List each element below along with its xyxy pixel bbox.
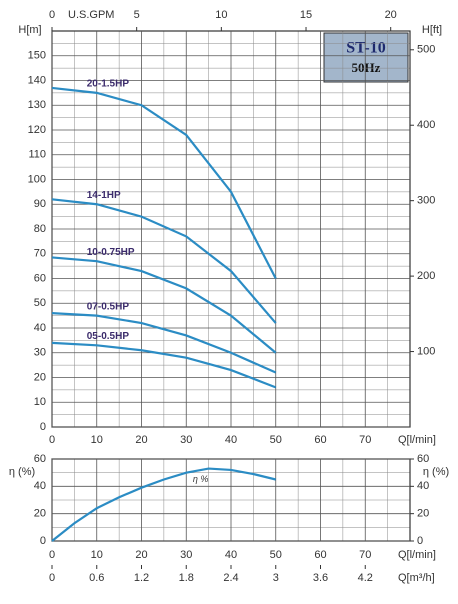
y-tick-label: 80 (34, 223, 46, 235)
series-label: 10-0.75HP (87, 247, 135, 258)
y2-tick-label: 20 (417, 508, 429, 520)
y-tick-label: 60 (34, 272, 46, 284)
y-tick-label: 40 (34, 322, 46, 334)
x2-tick-label: 3.6 (313, 572, 328, 584)
y2-tick-label: 200 (417, 270, 435, 282)
y2-tick-label: 60 (417, 453, 429, 465)
curve (51, 341, 277, 389)
x-axis-label: Q[l/min] (398, 434, 436, 446)
x2-tick-label: 2.4 (223, 572, 238, 584)
curve (51, 256, 277, 354)
curve (51, 467, 277, 542)
x-tick-label: 10 (91, 549, 103, 561)
y-tick-label: 140 (28, 74, 46, 86)
title-box (323, 32, 409, 83)
x2-axis-label: Q[m³/h] (398, 572, 435, 584)
y-tick-label: 30 (34, 347, 46, 359)
x-tick-label: 70 (359, 434, 371, 446)
x2-tick-label: 0 (49, 9, 55, 21)
x-tick-label: 20 (135, 434, 147, 446)
curve (51, 86, 277, 280)
curve (51, 198, 277, 324)
x2-tick-label: 10 (215, 9, 227, 21)
x2-axis-label: U.S.GPM (68, 9, 114, 21)
series-label: 05-0.5HP (87, 331, 130, 342)
y2-axis-label: H[ft] (422, 24, 442, 36)
x2-tick-label: 1.8 (179, 572, 194, 584)
x-tick-label: 70 (359, 549, 371, 561)
x2-tick-label: 0 (49, 572, 55, 584)
x-tick-label: 20 (135, 549, 147, 561)
series-label: η % (193, 474, 209, 484)
y-axis-label: η (%) (9, 466, 35, 478)
x-tick-label: 50 (270, 434, 282, 446)
y-tick-label: 120 (28, 124, 46, 136)
y-tick-label: 110 (28, 149, 46, 161)
x-tick-label: 10 (91, 434, 103, 446)
y2-tick-label: 500 (417, 44, 435, 56)
y-tick-label: 50 (34, 297, 46, 309)
y-axis-label: H[m] (18, 24, 41, 36)
y2-tick-label: 400 (417, 119, 435, 131)
y-tick-label: 20 (34, 508, 46, 520)
x-tick-label: 40 (225, 434, 237, 446)
x2-tick-label: 1.2 (134, 572, 149, 584)
x-axis-label: Q[l/min] (398, 549, 436, 561)
x-tick-label: 60 (314, 434, 326, 446)
y-tick-label: 0 (40, 421, 46, 433)
x2-tick-label: 15 (300, 9, 312, 21)
y-tick-label: 150 (28, 50, 46, 62)
x-tick-label: 60 (314, 549, 326, 561)
y-tick-label: 70 (34, 248, 46, 260)
y-tick-label: 60 (34, 453, 46, 465)
curve (51, 312, 277, 374)
series-label: 14-1HP (87, 190, 121, 201)
y-tick-label: 90 (34, 198, 46, 210)
y2-tick-label: 40 (417, 480, 429, 492)
x-tick-label: 30 (180, 434, 192, 446)
y-tick-label: 0 (40, 535, 46, 547)
x2-tick-label: 3 (273, 572, 279, 584)
series-label: 07-0.5HP (87, 301, 130, 312)
x2-tick-label: 4.2 (358, 572, 373, 584)
chart-subtitle: 50Hz (352, 60, 381, 75)
y2-tick-label: 100 (417, 345, 435, 357)
chart-title: ST-10 (346, 40, 385, 57)
y-tick-label: 20 (34, 371, 46, 383)
y-tick-label: 40 (34, 480, 46, 492)
x-tick-label: 0 (49, 549, 55, 561)
x-tick-label: 30 (180, 549, 192, 561)
x-tick-label: 50 (270, 549, 282, 561)
x2-tick-label: 0.6 (89, 572, 104, 584)
y-tick-label: 130 (28, 99, 46, 111)
x2-tick-label: 5 (134, 9, 140, 21)
x-tick-label: 0 (49, 434, 55, 446)
y2-tick-label: 300 (417, 195, 435, 207)
series-label: 20-1.5HP (87, 79, 130, 90)
y-tick-label: 10 (34, 396, 46, 408)
y-tick-label: 100 (28, 173, 46, 185)
x-tick-label: 40 (225, 549, 237, 561)
y2-axis-label: η (%) (423, 466, 449, 478)
y2-tick-label: 0 (417, 535, 423, 547)
x2-tick-label: 20 (385, 9, 397, 21)
